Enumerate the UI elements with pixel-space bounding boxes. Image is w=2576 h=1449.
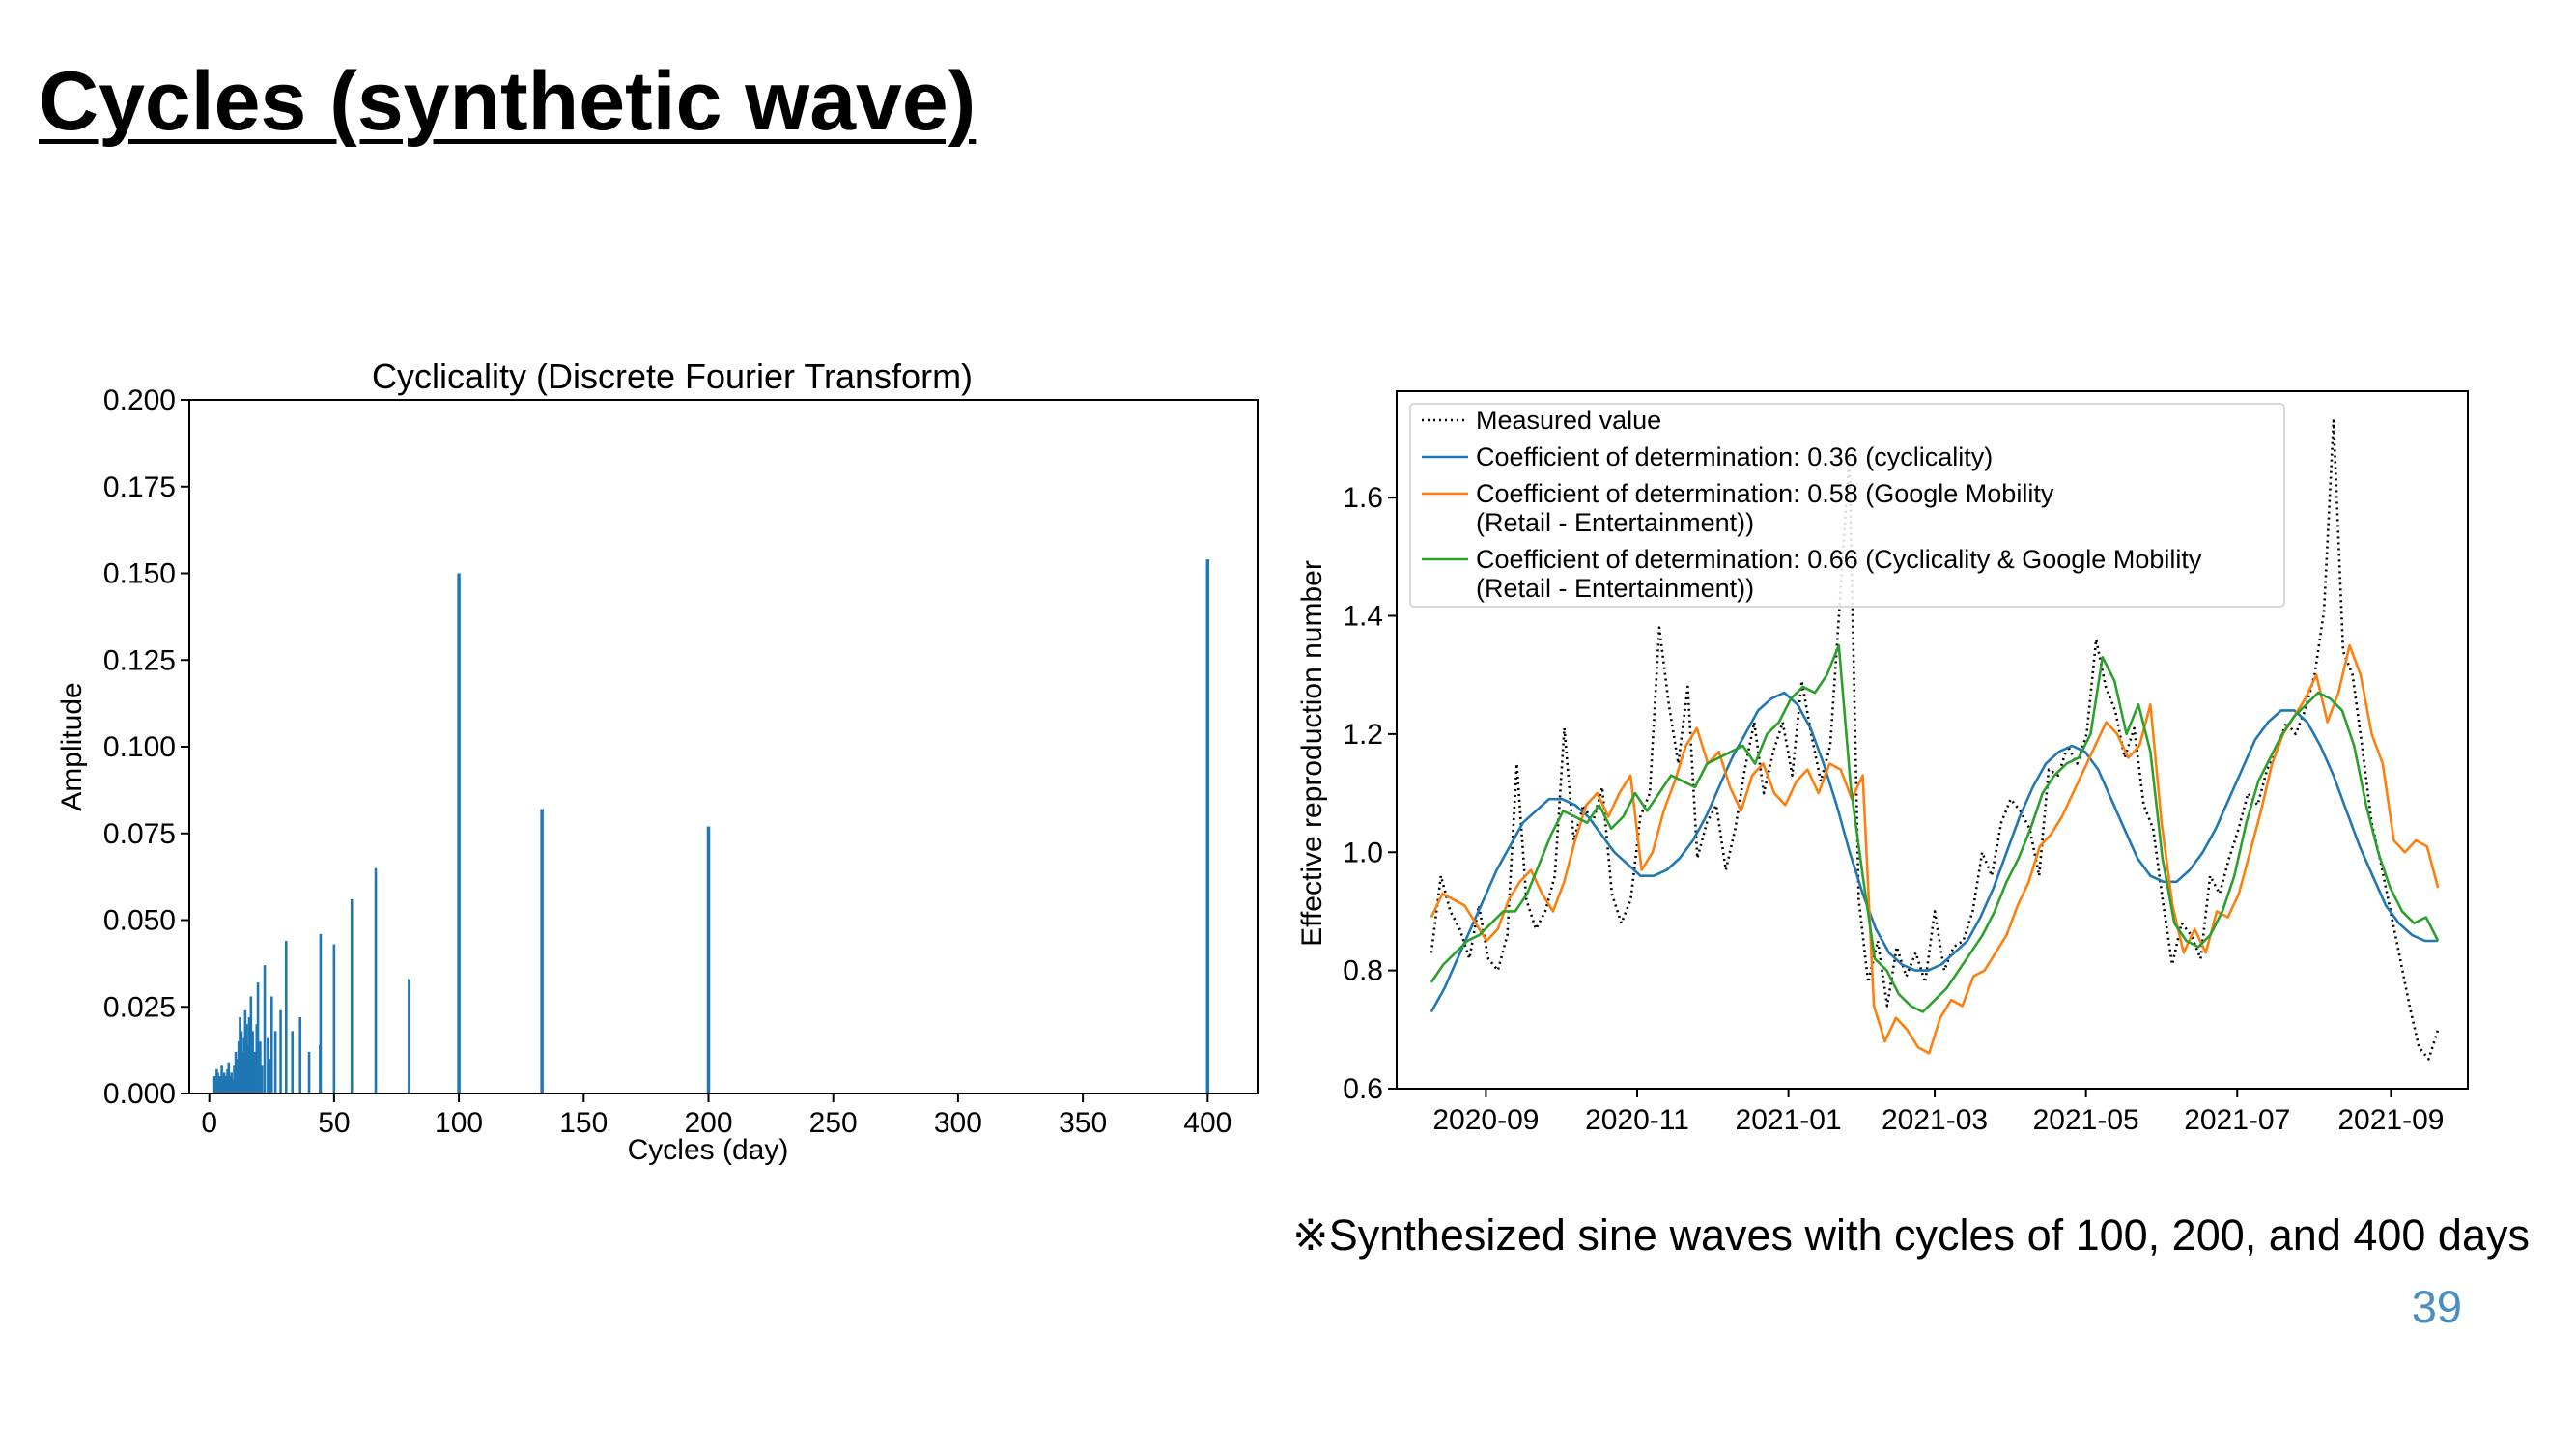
- dft-bar: [243, 1009, 247, 1094]
- reproduction-x-tick-label: 2021-01: [1736, 1104, 1842, 1136]
- dft-x-tick-label: 200: [684, 1107, 732, 1139]
- dft-x-axis-ticks: 0 50 100 150 200 250 300 350 400: [201, 1094, 1231, 1139]
- legend-label-3: (Retail - Entertainment)): [1476, 574, 1754, 603]
- legend-label-3: Coefficient of determination: 0.66 (Cycl…: [1476, 545, 2202, 574]
- reproduction-y-tick-label: 0.6: [1343, 1073, 1383, 1105]
- legend-label-2: Coefficient of determination: 0.58 (Goog…: [1476, 479, 2054, 508]
- legend-box: [1409, 403, 2285, 608]
- dft-y-tick-label: 0.175: [103, 471, 176, 503]
- dft-chart-title: Cyclicality (Discrete Fourier Transform): [372, 356, 973, 396]
- reproduction-x-tick-label: 2021-05: [2033, 1104, 2139, 1136]
- slide-title: Cycles (synthetic wave): [39, 55, 977, 148]
- dft-bar: [256, 982, 260, 1094]
- dft-x-tick-label: 50: [318, 1107, 350, 1139]
- page-number: 39: [2411, 1281, 2462, 1332]
- dft-bar: [228, 1076, 232, 1094]
- dft-x-axis-label: Cycles (day): [628, 1134, 789, 1166]
- reproduction-y-tick-label: 1.6: [1343, 482, 1383, 514]
- dft-bar: [260, 1065, 264, 1094]
- reproduction-y-axis-ticks: 0.6 0.8 1.0 1.2 1.4 1.6: [1343, 482, 1397, 1105]
- dft-y-tick-label: 0.150: [103, 558, 176, 590]
- dft-x-tick-label: 300: [934, 1107, 982, 1139]
- dft-bar: [263, 965, 267, 1094]
- reproduction-x-tick-label: 2020-09: [1432, 1104, 1539, 1136]
- dft-bar: [1205, 559, 1210, 1094]
- reproduction-series-line-2: [1430, 643, 2440, 1055]
- reproduction-y-tick-label: 0.8: [1343, 955, 1383, 987]
- dft-plot-frame: [188, 399, 1259, 1094]
- dft-bar: [279, 1009, 282, 1094]
- dft-bar: [319, 933, 323, 1094]
- reproduction-x-axis-ticks: 2020-09 2020-11 2021-01 2021-03 2021-05 2021-…: [1432, 1089, 2444, 1136]
- dft-bar: [268, 1059, 271, 1094]
- dft-y-axis-label: Amplitude: [56, 682, 88, 810]
- dft-bar: [236, 1059, 239, 1094]
- dft-x-tick-label: 0: [201, 1107, 217, 1139]
- dft-y-tick-label: 0.125: [103, 644, 176, 676]
- dft-bar: [540, 809, 544, 1094]
- dft-bar: [307, 1051, 311, 1094]
- dft-x-tick-label: 150: [559, 1107, 608, 1139]
- dft-x-tick-label: 100: [435, 1107, 483, 1139]
- dft-bar: [350, 898, 354, 1094]
- reproduction-series-line-3: [1430, 643, 2440, 1013]
- reproduction-y-tick-label: 1.0: [1343, 837, 1383, 868]
- reproduction-series-line-0: [1430, 419, 2440, 1061]
- reproduction-y-axis-label: Effective reproduction number: [1296, 560, 1328, 947]
- dft-bar: [706, 826, 711, 1094]
- legend-label-0: Measured value: [1476, 406, 1661, 435]
- dft-bar: [247, 1017, 251, 1094]
- dft-y-tick-label: 0.025: [103, 991, 176, 1023]
- dft-bar: [253, 1051, 257, 1094]
- dft-y-tick-label: 0.200: [103, 384, 176, 416]
- reproduction-series-line-1: [1430, 691, 2439, 1013]
- dft-x-tick-label: 400: [1183, 1107, 1231, 1139]
- dft-y-tick-label: 0.050: [103, 905, 176, 937]
- dft-bar: [249, 996, 253, 1094]
- legend-label-1: Coefficient of determination: 0.36 (cycl…: [1476, 442, 1993, 471]
- dft-bar: [298, 1017, 302, 1094]
- dft-bar: [246, 1044, 249, 1094]
- dft-bar: [273, 1031, 277, 1094]
- reproduction-legend: Measured value Coefficient of determinati…: [1409, 403, 2285, 608]
- dft-bar: [239, 1017, 241, 1094]
- dft-bar: [457, 573, 461, 1094]
- dft-y-tick-label: 0.075: [103, 818, 176, 850]
- reproduction-y-tick-label: 1.4: [1343, 601, 1383, 633]
- reproduction-chart: 2020-09 2020-11 2021-01 2021-03 2021-05 2021-…: [1296, 390, 2469, 1136]
- reproduction-series: [1430, 419, 2440, 1061]
- reproduction-x-tick-label: 2020-11: [1585, 1104, 1689, 1136]
- dft-bar: [269, 996, 273, 1094]
- reproduction-y-tick-label: 1.2: [1343, 719, 1383, 751]
- dft-bar: [241, 1051, 244, 1094]
- reproduction-x-tick-label: 2021-07: [2184, 1104, 2290, 1136]
- dft-bar: [291, 1031, 295, 1094]
- footnote: ※Synthesized sine waves with cycles of 1…: [1292, 1210, 2530, 1260]
- dft-bar: [374, 867, 378, 1094]
- reproduction-x-tick-label: 2021-09: [2337, 1104, 2444, 1136]
- legend-label-2: (Retail - Entertainment)): [1476, 508, 1754, 537]
- dft-bar: [267, 1037, 269, 1094]
- dft-x-tick-label: 350: [1059, 1107, 1107, 1139]
- dft-y-tick-label: 0.000: [103, 1078, 176, 1110]
- dft-bar: [284, 941, 288, 1094]
- dft-bar: [251, 1031, 254, 1094]
- dft-bar: [408, 979, 410, 1094]
- dft-bar: [332, 944, 336, 1094]
- dft-bar: [230, 1072, 233, 1094]
- reproduction-plot-frame: [1396, 390, 2469, 1090]
- dft-bar: [259, 1041, 262, 1094]
- dft-y-axis-ticks: 0.000 0.025 0.050 0.075 0.100 0.125 0.150 0.175…: [103, 384, 189, 1110]
- dft-bars: [212, 559, 1210, 1094]
- dft-y-tick-label: 0.100: [103, 731, 176, 763]
- dft-bar: [233, 1065, 236, 1094]
- dft-x-tick-label: 250: [809, 1107, 858, 1139]
- dft-chart: Cyclicality (Discrete Fourier Transform)…: [56, 356, 1259, 1166]
- reproduction-x-tick-label: 2021-03: [1882, 1104, 1988, 1136]
